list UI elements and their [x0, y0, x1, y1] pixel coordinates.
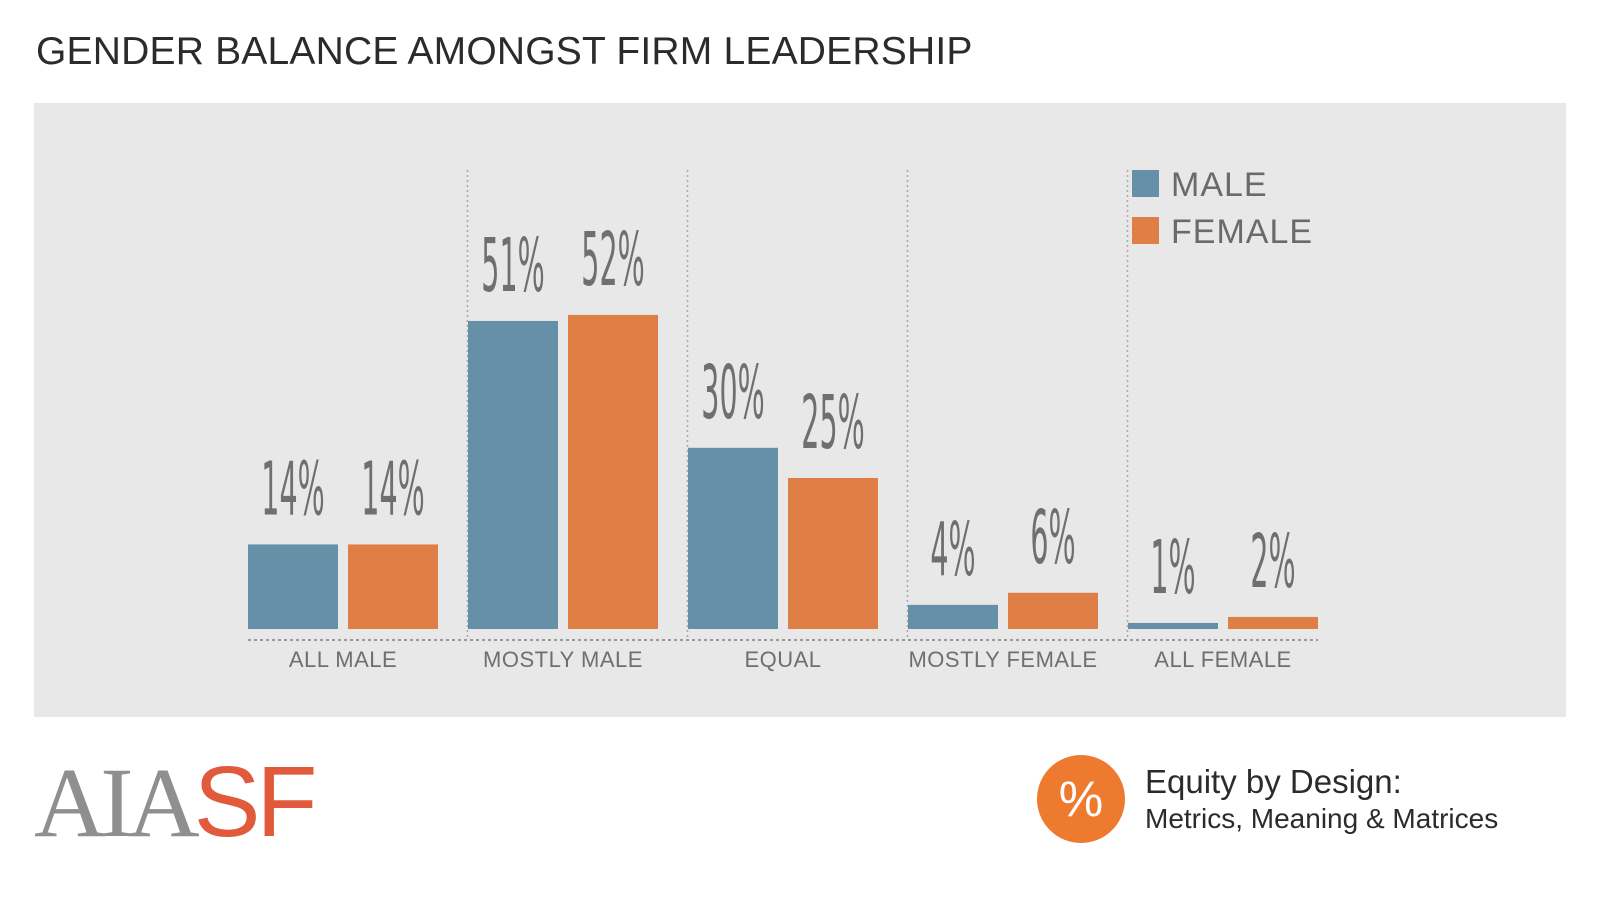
bar-female-all-female	[1228, 616, 1318, 629]
category-label-all-female: ALL FEMALE	[1154, 647, 1291, 672]
legend-label-male: MALE	[1171, 166, 1268, 204]
data-label-male-all-male: 14%	[261, 447, 324, 533]
category-label-all-male: ALL MALE	[289, 647, 397, 672]
bar-male-all-female	[1128, 622, 1218, 629]
legend-swatch-female	[1132, 217, 1159, 244]
logo-aia: AIA	[34, 747, 200, 858]
category-label-mostly-female: MOSTLY FEMALE	[908, 647, 1097, 672]
data-label-female-all-male: 14%	[361, 447, 424, 533]
category-label-equal: EQUAL	[744, 647, 821, 672]
percent-badge-icon: %	[1037, 755, 1125, 843]
aiasf-logo: AIASF	[34, 752, 318, 853]
legend-swatch-male	[1132, 170, 1159, 197]
legend-label-female: FEMALE	[1171, 213, 1313, 251]
chart-title: GENDER BALANCE AMONGST FIRM LEADERSHIP	[36, 30, 973, 73]
bar-female-mostly-female	[1008, 592, 1098, 629]
logo-sf: SF	[193, 746, 318, 858]
data-label-female-mostly-female: 6%	[1030, 496, 1075, 582]
data-label-male-equal: 30%	[701, 351, 764, 437]
category-label-mostly-male: MOSTLY MALE	[483, 647, 643, 672]
data-label-female-equal: 25%	[801, 381, 864, 467]
data-label-female-all-female: 2%	[1250, 520, 1295, 606]
bar-male-equal	[688, 447, 778, 629]
percent-symbol: %	[1058, 771, 1104, 827]
data-label-male-mostly-female: 4%	[930, 508, 975, 594]
data-label-male-all-female: 1%	[1150, 526, 1195, 612]
bar-male-all-male	[248, 544, 338, 629]
brand-title: Equity by Design:	[1145, 763, 1402, 800]
data-label-male-mostly-male: 51%	[481, 224, 544, 310]
bar-male-mostly-male	[468, 320, 558, 629]
bar-female-mostly-male	[568, 314, 658, 629]
chart-panel: 14% 14% ALL MALE 51% 52% MOSTLY MALE 30% 25% EQU…	[34, 103, 1566, 717]
brand-block: Equity by Design: Metrics, Meaning & Mat…	[1145, 763, 1498, 837]
bar-female-equal	[788, 478, 878, 629]
data-label-female-mostly-male: 52%	[581, 218, 644, 304]
bar-chart: 14% 14% ALL MALE 51% 52% MOSTLY MALE 30% 25% EQU…	[248, 166, 1318, 672]
bar-female-all-male	[348, 544, 438, 629]
bar-male-mostly-female	[908, 604, 998, 629]
brand-subtitle: Metrics, Meaning & Matrices	[1145, 803, 1499, 834]
